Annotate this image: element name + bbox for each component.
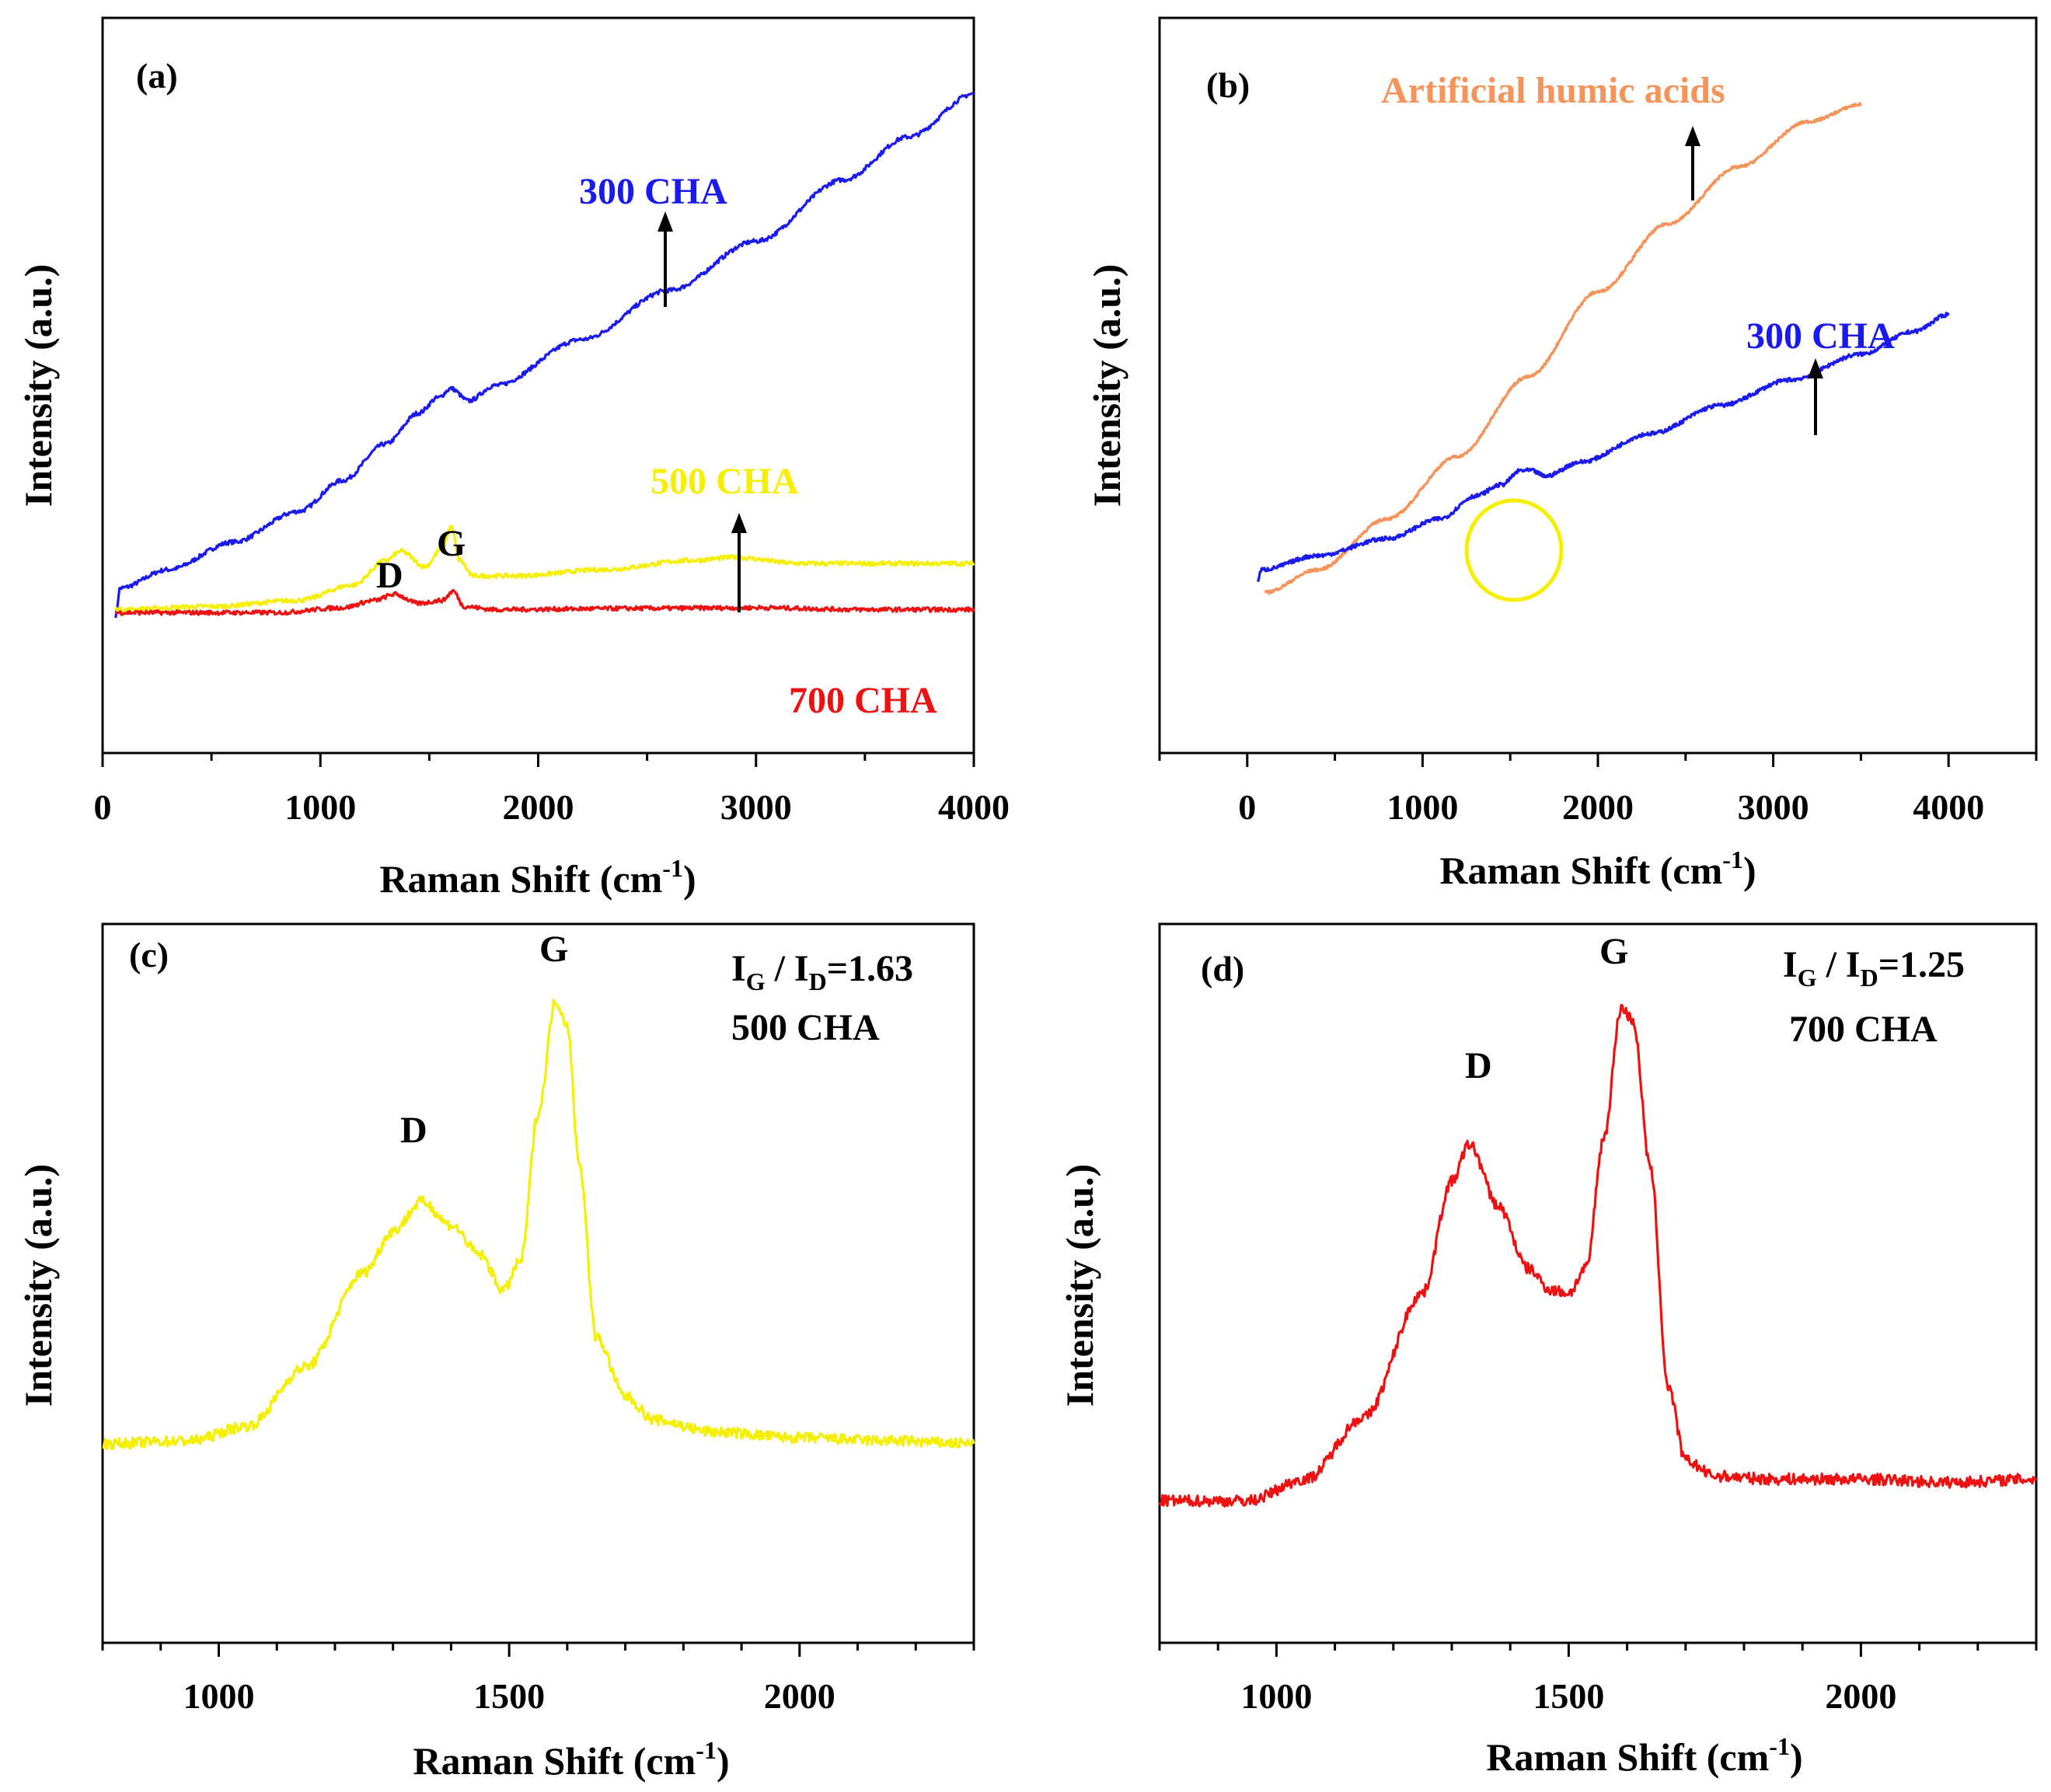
- panel-c-series: [102, 998, 975, 1450]
- panel-a-xlabel: Raman Shift (cm-1): [379, 854, 696, 901]
- panel-b-xlabel: Raman Shift (cm-1): [1439, 845, 1756, 892]
- x-tick-label: 1000: [284, 787, 356, 827]
- x-tick-label: 1000: [1387, 787, 1458, 827]
- panel-c-ylabel: Intensity (a.u.): [16, 1164, 60, 1407]
- panel-c-xlabel: Raman Shift (cm-1): [413, 1736, 729, 1783]
- panel-d-frame: [1158, 922, 2038, 1644]
- panel-d-series: [1158, 1003, 2038, 1508]
- label-artificial-humic-acids: Artificial humic acids: [1381, 70, 1725, 111]
- x-tick-label: 1000: [183, 1676, 254, 1716]
- x-tick-label: 1000: [1240, 1676, 1312, 1716]
- x-tick-label: 3000: [1738, 787, 1809, 827]
- panel-d: 1000 1500 2000 (d) D G IG / ID=1.25 700 CH…: [1058, 922, 2038, 1779]
- panel-c-tag: (c): [129, 935, 169, 974]
- panel-d-tag: (d): [1201, 949, 1244, 988]
- series-line-red: [114, 588, 975, 616]
- panel-b-tag: (b): [1206, 65, 1250, 105]
- label-g-peak-c: G: [539, 929, 568, 970]
- panel-a-ticks: 0 1000 2000 3000 4000: [94, 753, 1010, 827]
- series-line-blue: [1256, 312, 1950, 583]
- panel-b-frame: [1158, 16, 2038, 755]
- panel-d-xlabel: Raman Shift (cm-1): [1486, 1732, 1802, 1779]
- x-tick-label: 2000: [1825, 1676, 1896, 1716]
- arrow-humic-acids: [1685, 126, 1700, 200]
- label-d-peak-d: D: [1465, 1045, 1492, 1086]
- panel-b-ticks: 0 1000 2000 3000 4000: [1158, 753, 2038, 827]
- label-d-peak-c: D: [400, 1110, 427, 1151]
- x-tick-label: 4000: [1913, 787, 1984, 827]
- panel-a-tag: (a): [136, 56, 178, 96]
- panel-c: 1000 1500 2000 (c) D G IG / ID=1.63 500 CH…: [16, 922, 975, 1783]
- label-d-peak: D: [376, 555, 403, 596]
- label-300-cha-b: 300 CHA: [1746, 316, 1895, 357]
- label-700-cha: 700 CHA: [789, 680, 937, 721]
- panel-d-ylabel: Intensity (a.u.): [1058, 1164, 1101, 1407]
- highlight-circle: [1464, 498, 1564, 602]
- series-line-orange: [1264, 102, 1862, 595]
- panel-d-ticks: 1000 1500 2000: [1158, 1643, 2038, 1716]
- x-tick-label: 2000: [764, 1676, 835, 1716]
- arrow-300-cha-b: [1808, 358, 1823, 435]
- x-tick-label: 2000: [1562, 787, 1634, 827]
- label-g-peak-d: G: [1599, 931, 1628, 972]
- x-tick-label: 1500: [1533, 1676, 1604, 1716]
- x-tick-label: 2000: [503, 787, 574, 827]
- panel-b-series: [1256, 102, 1950, 595]
- x-tick-label: 1500: [473, 1676, 545, 1716]
- panel-c-ticks: 1000 1500 2000: [101, 1643, 975, 1716]
- arrow-500-cha: [731, 513, 747, 612]
- x-tick-label: 0: [94, 787, 112, 827]
- sample-label-c: 500 CHA: [731, 1007, 880, 1048]
- label-300-cha: 300 CHA: [579, 171, 727, 212]
- panel-b: 0 1000 2000 3000 4000 (b) Artificial humic a…: [1085, 16, 2038, 892]
- panel-a-ylabel: Intensity (a.u.): [16, 264, 60, 507]
- panel-a: 0 1000 2000 3000 4000 (a) 300 CHA 500 CHA 70…: [16, 16, 1010, 901]
- label-500-cha: 500 CHA: [651, 461, 799, 502]
- series-line-red: [1158, 1003, 2038, 1508]
- ratio-ig-id-c: IG / ID=1.63: [731, 948, 913, 995]
- series-line-yellow: [114, 525, 975, 613]
- x-tick-label: 0: [1238, 787, 1256, 827]
- series-line-yellow: [102, 998, 975, 1450]
- panel-a-frame: [101, 16, 975, 755]
- x-tick-label: 4000: [938, 787, 1010, 827]
- ratio-ig-id-d: IG / ID=1.25: [1783, 944, 1965, 992]
- sample-label-d: 700 CHA: [1789, 1009, 1938, 1050]
- panel-c-frame: [101, 922, 975, 1644]
- arrow-300-cha: [658, 211, 673, 307]
- label-g-peak: G: [437, 523, 466, 564]
- series-line-blue: [114, 92, 975, 619]
- panel-a-series: [114, 92, 975, 619]
- x-tick-label: 3000: [720, 787, 792, 827]
- panel-b-ylabel: Intensity (a.u.): [1085, 264, 1128, 507]
